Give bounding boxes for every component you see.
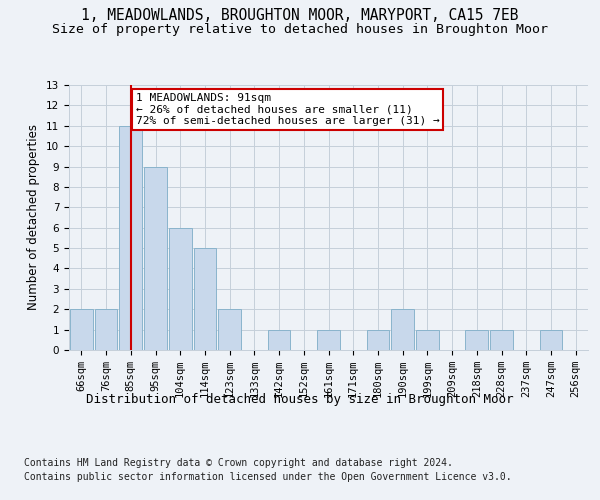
- Bar: [317, 330, 340, 350]
- Bar: [194, 248, 216, 350]
- Bar: [490, 330, 513, 350]
- Bar: [466, 330, 488, 350]
- Bar: [416, 330, 439, 350]
- Bar: [268, 330, 290, 350]
- Text: Contains public sector information licensed under the Open Government Licence v3: Contains public sector information licen…: [24, 472, 512, 482]
- Text: 1 MEADOWLANDS: 91sqm
← 26% of detached houses are smaller (11)
72% of semi-detac: 1 MEADOWLANDS: 91sqm ← 26% of detached h…: [136, 93, 439, 126]
- Bar: [539, 330, 562, 350]
- Bar: [367, 330, 389, 350]
- Bar: [95, 309, 118, 350]
- Text: 1, MEADOWLANDS, BROUGHTON MOOR, MARYPORT, CA15 7EB: 1, MEADOWLANDS, BROUGHTON MOOR, MARYPORT…: [81, 8, 519, 22]
- Bar: [218, 309, 241, 350]
- Text: Contains HM Land Registry data © Crown copyright and database right 2024.: Contains HM Land Registry data © Crown c…: [24, 458, 453, 468]
- Bar: [144, 166, 167, 350]
- Text: Size of property relative to detached houses in Broughton Moor: Size of property relative to detached ho…: [52, 22, 548, 36]
- Bar: [391, 309, 414, 350]
- Text: Distribution of detached houses by size in Broughton Moor: Distribution of detached houses by size …: [86, 392, 514, 406]
- Y-axis label: Number of detached properties: Number of detached properties: [28, 124, 40, 310]
- Bar: [70, 309, 93, 350]
- Bar: [119, 126, 142, 350]
- Bar: [169, 228, 191, 350]
